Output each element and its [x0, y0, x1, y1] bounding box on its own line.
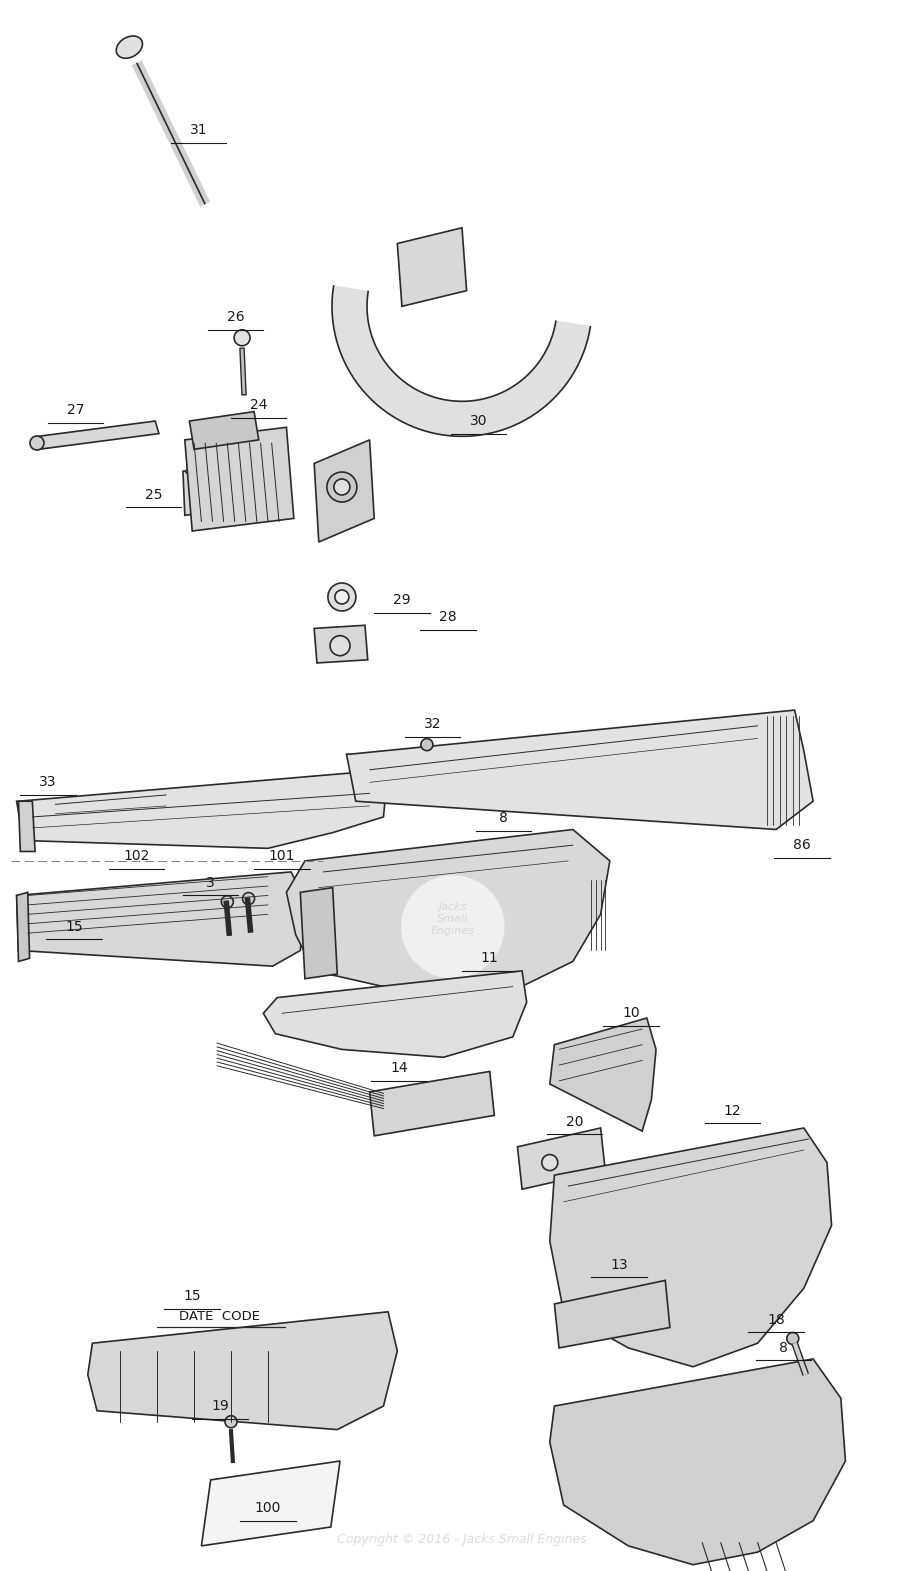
Polygon shape [88, 1312, 397, 1430]
Polygon shape [300, 888, 337, 979]
Polygon shape [296, 872, 333, 916]
Text: 10: 10 [622, 1007, 640, 1020]
Text: 3: 3 [206, 877, 215, 889]
Text: 30: 30 [470, 415, 487, 427]
Circle shape [401, 875, 505, 979]
Polygon shape [189, 412, 259, 449]
Text: 100: 100 [255, 1502, 281, 1514]
Polygon shape [17, 872, 305, 966]
Text: 19: 19 [211, 1400, 229, 1412]
Polygon shape [35, 421, 159, 449]
Circle shape [787, 1332, 798, 1345]
Ellipse shape [116, 36, 142, 58]
Text: DATE  CODE: DATE CODE [179, 1310, 261, 1323]
Polygon shape [263, 971, 527, 1057]
Circle shape [30, 437, 44, 449]
Text: 13: 13 [610, 1258, 628, 1271]
Polygon shape [286, 829, 610, 998]
Text: 8: 8 [779, 1342, 788, 1354]
Circle shape [421, 738, 432, 751]
Circle shape [222, 895, 233, 908]
Polygon shape [185, 427, 294, 531]
Circle shape [334, 591, 349, 603]
Text: 33: 33 [40, 776, 56, 789]
Polygon shape [550, 1359, 845, 1565]
Circle shape [327, 471, 357, 503]
Polygon shape [314, 625, 368, 663]
Polygon shape [550, 1128, 832, 1367]
Circle shape [541, 1155, 558, 1170]
Polygon shape [17, 892, 30, 961]
Text: 15: 15 [183, 1290, 201, 1302]
Text: 18: 18 [767, 1313, 785, 1326]
Polygon shape [397, 228, 467, 306]
Text: 86: 86 [793, 839, 811, 851]
Circle shape [334, 479, 350, 495]
Ellipse shape [186, 467, 210, 476]
Polygon shape [370, 1071, 494, 1136]
Text: 14: 14 [390, 1062, 408, 1075]
Polygon shape [183, 468, 213, 515]
Polygon shape [332, 286, 590, 437]
Text: 24: 24 [250, 399, 267, 412]
Circle shape [243, 892, 254, 905]
Polygon shape [517, 1128, 605, 1189]
Text: Copyright © 2016 - Jacks Small Engines: Copyright © 2016 - Jacks Small Engines [337, 1533, 587, 1546]
Text: 15: 15 [65, 921, 83, 933]
Circle shape [328, 583, 356, 611]
Text: 26: 26 [226, 311, 245, 324]
Polygon shape [17, 770, 388, 848]
Polygon shape [346, 710, 813, 829]
Polygon shape [18, 801, 35, 851]
Polygon shape [314, 440, 374, 542]
Text: 27: 27 [67, 404, 84, 416]
Text: 31: 31 [189, 124, 208, 137]
Polygon shape [550, 1018, 656, 1131]
Text: 20: 20 [566, 1115, 583, 1128]
Polygon shape [201, 1461, 340, 1546]
Text: 102: 102 [124, 850, 150, 862]
Text: 25: 25 [145, 489, 162, 501]
Text: 29: 29 [393, 594, 411, 606]
Text: 32: 32 [424, 718, 441, 731]
Circle shape [234, 330, 250, 346]
Text: 8: 8 [499, 812, 508, 825]
Polygon shape [554, 1280, 670, 1348]
Text: 28: 28 [439, 611, 457, 624]
Text: Jacks
Small
Engines: Jacks Small Engines [431, 902, 475, 936]
Text: 12: 12 [723, 1104, 742, 1117]
Circle shape [330, 636, 350, 655]
Text: 101: 101 [269, 850, 295, 862]
Text: 11: 11 [480, 952, 499, 965]
Circle shape [225, 1415, 237, 1428]
